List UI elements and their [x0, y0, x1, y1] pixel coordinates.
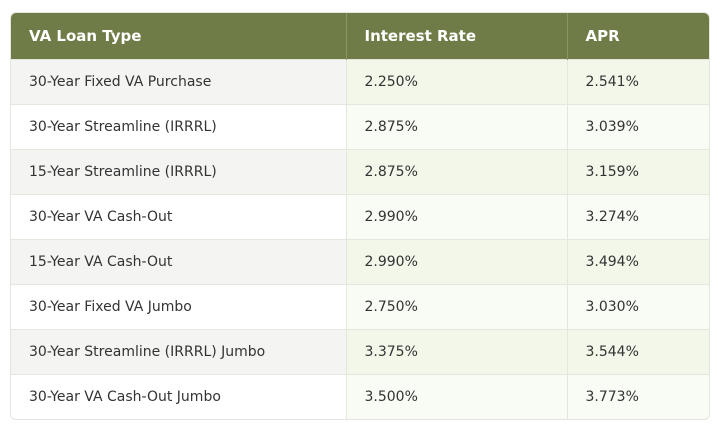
- rate-cell: 3.159%: [567, 149, 709, 195]
- table-body: 30-Year Fixed VA Purchase 2.250% 2.541% 30-…: [11, 59, 709, 419]
- rate-cell: 2.990%: [346, 239, 568, 285]
- loan-type-cell: 30-Year Streamline (IRRRL): [11, 104, 347, 150]
- rate-cell: 3.039%: [567, 104, 709, 150]
- rates-table: VA Loan Type Interest Rate APR 30-Year Fix…: [11, 13, 709, 419]
- loan-type-cell: 30-Year Fixed VA Purchase: [11, 59, 347, 105]
- rate-cell: 3.274%: [567, 194, 709, 240]
- rate-cell: 2.875%: [346, 149, 568, 195]
- rate-cell: 2.541%: [567, 59, 709, 105]
- rate-cell: 3.500%: [346, 374, 568, 419]
- rate-cell: 2.990%: [346, 194, 568, 240]
- loan-type-cell: 30-Year VA Cash-Out: [11, 194, 347, 240]
- rate-cell: 3.494%: [567, 239, 709, 285]
- rate-cell: 2.750%: [346, 284, 568, 330]
- header-row: VA Loan Type Interest Rate APR: [11, 13, 709, 60]
- rates-table-container: VA Loan Type Interest Rate APR 30-Year Fix…: [10, 12, 710, 420]
- loan-type-cell: 30-Year VA Cash-Out Jumbo: [11, 374, 347, 419]
- table-row: 15-Year VA Cash-Out 2.990% 3.494%: [11, 239, 709, 285]
- rate-cell: 2.250%: [346, 59, 568, 105]
- rate-cell: 3.030%: [567, 284, 709, 330]
- table-row: 30-Year VA Cash-Out Jumbo 3.500% 3.773%: [11, 374, 709, 419]
- loan-type-cell: 30-Year Fixed VA Jumbo: [11, 284, 347, 330]
- loan-type-cell: 30-Year Streamline (IRRRL) Jumbo: [11, 329, 347, 375]
- rate-cell: 3.375%: [346, 329, 568, 375]
- rate-cell: 2.875%: [346, 104, 568, 150]
- table-row: 30-Year VA Cash-Out 2.990% 3.274%: [11, 194, 709, 240]
- table-row: 30-Year Fixed VA Jumbo 2.750% 3.030%: [11, 284, 709, 330]
- header-cell: VA Loan Type: [11, 13, 347, 60]
- header-cell: Interest Rate: [346, 13, 568, 60]
- loan-type-cell: 15-Year VA Cash-Out: [11, 239, 347, 285]
- table-row: 30-Year Streamline (IRRRL) 2.875% 3.039%: [11, 104, 709, 150]
- table-row: 30-Year Streamline (IRRRL) Jumbo 3.375% 3.…: [11, 329, 709, 375]
- rate-cell: 3.544%: [567, 329, 709, 375]
- loan-type-cell: 15-Year Streamline (IRRRL): [11, 149, 347, 195]
- rate-cell: 3.773%: [567, 374, 709, 419]
- table-row: 15-Year Streamline (IRRRL) 2.875% 3.159%: [11, 149, 709, 195]
- header-cell: APR: [567, 13, 709, 60]
- table-row: 30-Year Fixed VA Purchase 2.250% 2.541%: [11, 59, 709, 105]
